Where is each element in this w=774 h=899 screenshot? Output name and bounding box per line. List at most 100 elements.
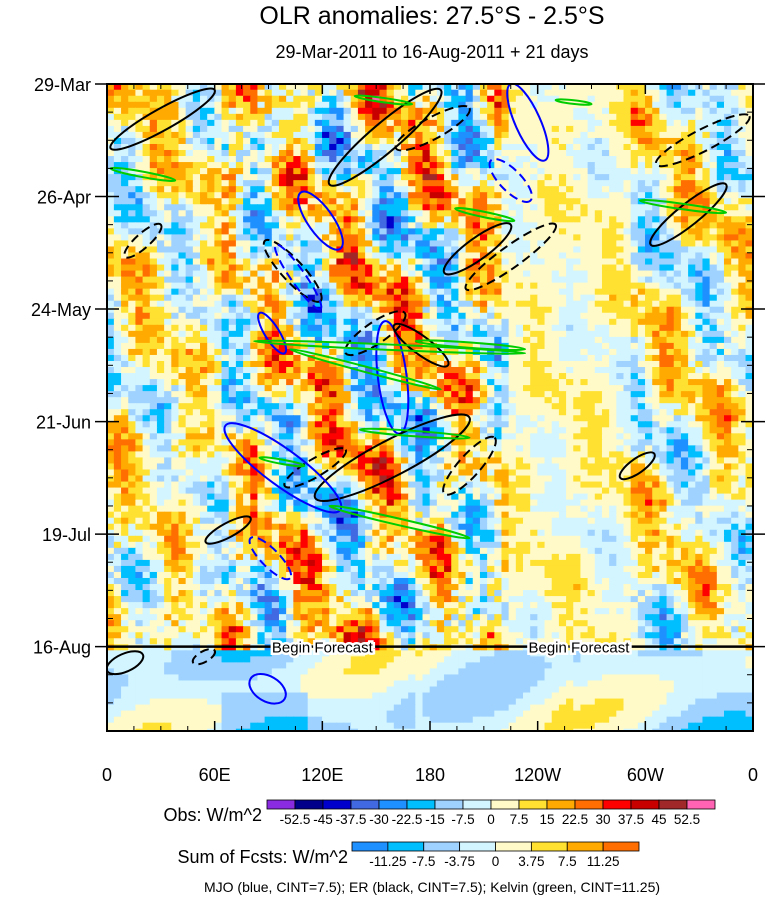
field-cell xyxy=(128,391,137,398)
field-cell xyxy=(379,125,388,133)
field-cell xyxy=(372,318,381,326)
field-cell xyxy=(573,403,582,410)
field-cell xyxy=(458,367,467,374)
field-cell xyxy=(164,373,172,380)
field-cell xyxy=(558,270,567,278)
field-cell xyxy=(314,210,323,217)
field-cell xyxy=(601,180,610,187)
field-cell xyxy=(408,415,416,422)
field-cell xyxy=(458,84,467,91)
field-cell xyxy=(487,367,495,374)
field-cell xyxy=(149,360,158,368)
field-cell xyxy=(372,379,381,386)
field-cell xyxy=(587,204,596,211)
field-cell xyxy=(278,403,287,410)
field-cell xyxy=(286,294,294,302)
field-cell xyxy=(200,264,208,272)
field-cell xyxy=(716,348,725,356)
field-cell xyxy=(551,210,560,217)
field-cell xyxy=(637,150,646,157)
field-cell xyxy=(243,119,251,127)
field-cell xyxy=(329,252,337,260)
field-cell xyxy=(329,336,337,344)
field-cell xyxy=(243,192,251,199)
field-cell xyxy=(723,101,732,109)
field-cell xyxy=(257,264,266,272)
field-cell xyxy=(322,318,330,326)
field-cell xyxy=(400,252,409,260)
field-cell xyxy=(343,113,352,121)
field-cell xyxy=(329,270,337,278)
field-cell xyxy=(243,198,251,205)
field-cell xyxy=(716,204,725,211)
field-cell xyxy=(558,246,567,254)
field-cell xyxy=(264,342,273,350)
field-cell xyxy=(214,150,223,157)
field-cell xyxy=(415,264,424,272)
field-cell xyxy=(408,379,416,386)
field-cell xyxy=(709,222,718,229)
field-cell xyxy=(709,216,718,223)
field-cell xyxy=(322,330,330,338)
field-cell xyxy=(494,379,503,386)
field-cell xyxy=(178,312,187,320)
field-cell xyxy=(487,113,495,121)
field-cell xyxy=(235,119,244,127)
field-cell xyxy=(393,312,402,320)
field-cell xyxy=(422,409,431,416)
field-cell xyxy=(745,180,753,187)
field-cell xyxy=(716,89,725,97)
field-cell xyxy=(695,373,704,380)
field-cell xyxy=(731,84,739,91)
field-cell xyxy=(616,101,625,109)
field-cell xyxy=(623,318,632,326)
field-cell xyxy=(709,131,718,139)
field-cell xyxy=(731,180,739,187)
field-cell xyxy=(616,137,625,145)
field-cell xyxy=(350,246,359,254)
field-cell xyxy=(135,101,144,109)
field-cell xyxy=(142,119,151,127)
field-cell xyxy=(422,240,431,248)
field-cell xyxy=(587,397,596,404)
field-cell xyxy=(250,360,259,368)
field-cell xyxy=(738,192,747,199)
field-cell xyxy=(580,385,589,392)
field-cell xyxy=(228,246,237,254)
field-cell xyxy=(107,156,115,163)
field-cell xyxy=(523,125,531,133)
field-cell xyxy=(121,222,129,229)
field-cell xyxy=(128,95,137,103)
field-cell xyxy=(422,324,431,332)
field-cell xyxy=(444,186,452,193)
field-cell xyxy=(415,324,424,332)
field-cell xyxy=(537,385,546,392)
field-cell xyxy=(580,282,589,290)
field-cell xyxy=(537,150,546,157)
field-cell xyxy=(271,131,280,139)
field-cell xyxy=(444,101,452,109)
field-cell xyxy=(451,276,460,284)
field-cell xyxy=(243,348,251,356)
field-cell xyxy=(444,330,452,338)
field-cell xyxy=(544,379,553,386)
field-cell xyxy=(271,137,280,145)
field-cell xyxy=(336,348,345,356)
field-cell xyxy=(156,264,165,272)
field-cell xyxy=(515,252,524,260)
field-cell xyxy=(322,125,330,133)
field-cell xyxy=(278,156,287,163)
field-cell xyxy=(601,348,610,356)
field-cell xyxy=(530,379,538,386)
field-cell xyxy=(630,198,639,205)
field-cell xyxy=(422,180,431,187)
field-cell xyxy=(393,415,402,422)
field-cell xyxy=(343,379,352,386)
field-cell xyxy=(616,192,625,199)
field-cell xyxy=(228,192,237,199)
field-cell xyxy=(235,409,244,416)
field-cell xyxy=(121,342,129,350)
field-cell xyxy=(113,360,122,368)
field-cell xyxy=(558,204,567,211)
field-cell xyxy=(487,385,495,392)
